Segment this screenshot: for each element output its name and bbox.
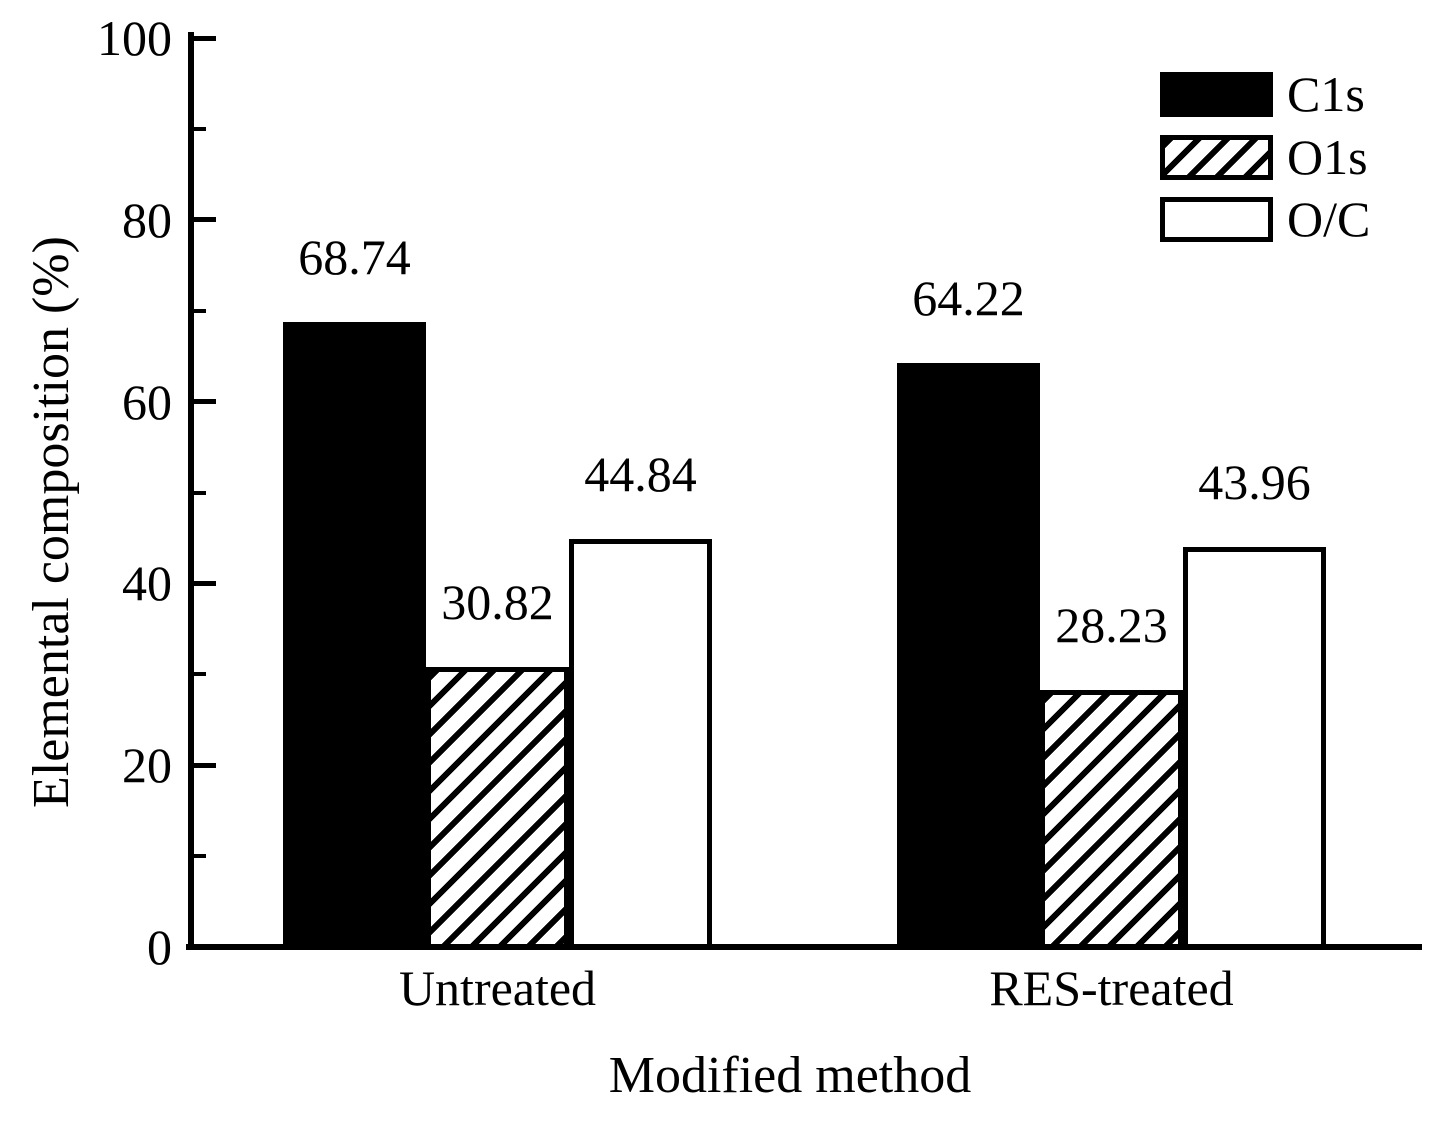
y-axis-title: Elemental composition (%) xyxy=(23,236,80,808)
x-axis-title: Modified method xyxy=(608,1047,972,1104)
y-tick-label: 40 xyxy=(122,555,172,612)
y-axis-tick-major xyxy=(194,399,216,405)
legend-label-o1s: O1s xyxy=(1287,129,1368,185)
y-axis-tick-minor xyxy=(194,854,206,859)
bar-value-label: 64.22 xyxy=(912,270,1025,327)
legend-swatch-o1s xyxy=(1160,135,1273,180)
y-axis-tick-major xyxy=(194,217,216,223)
y-tick-label: 80 xyxy=(122,191,172,248)
y-tick-label: 0 xyxy=(147,919,172,975)
y-axis-line xyxy=(188,32,194,950)
bar-c1s-untreated xyxy=(283,322,426,950)
y-tick-label: 60 xyxy=(122,373,172,430)
y-axis-tick-minor xyxy=(194,126,206,131)
y-axis-tick-minor xyxy=(194,672,206,677)
bar-value-label: 43.96 xyxy=(1198,454,1311,511)
legend-swatch-c1s xyxy=(1160,72,1273,117)
bar-value-label: 44.84 xyxy=(584,446,697,503)
x-category-label: Untreated xyxy=(398,960,597,1016)
bar-c1s-res-treated xyxy=(897,363,1040,950)
y-axis-tick-major xyxy=(194,762,216,768)
legend-label-c1s: C1s xyxy=(1287,66,1365,122)
y-tick-label: 20 xyxy=(122,737,172,794)
bar-oc-res-treated xyxy=(1183,547,1326,950)
y-axis-tick-major xyxy=(194,35,216,41)
y-axis-tick-minor xyxy=(194,308,206,313)
bar-oc-untreated xyxy=(569,539,712,950)
legend: C1s O1s O/C xyxy=(1160,66,1440,247)
legend-label-oc: O/C xyxy=(1287,191,1371,247)
bar-o1s-res-treated xyxy=(1040,690,1183,950)
y-axis-tick-major xyxy=(194,580,216,586)
x-category-label: RES-treated xyxy=(989,960,1234,1016)
bar-o1s-untreated xyxy=(426,666,569,950)
bar-value-label: 30.82 xyxy=(441,573,554,630)
bar-value-label: 68.74 xyxy=(298,229,411,286)
y-axis-tick-minor xyxy=(194,490,206,495)
x-axis-line xyxy=(186,944,1422,950)
legend-swatch-oc xyxy=(1160,197,1273,242)
bar-value-label: 28.23 xyxy=(1055,597,1168,654)
y-tick-label: 100 xyxy=(97,10,172,66)
